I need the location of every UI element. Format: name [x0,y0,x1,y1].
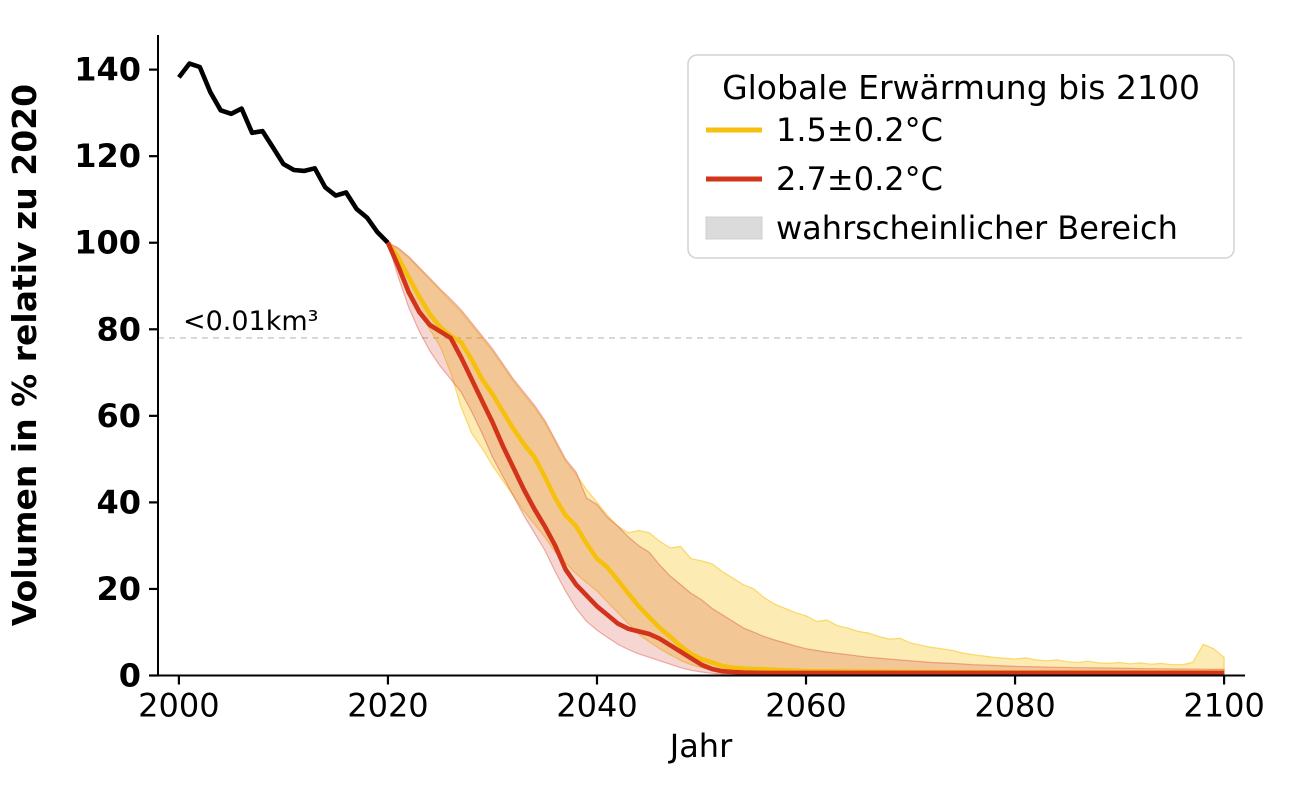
legend-swatch-range [705,216,763,240]
x-tick-label: 2000 [138,687,219,725]
uncertainty-band-1-5c [387,242,1225,675]
y-tick-label: 80 [96,310,141,348]
y-tick-label: 100 [74,224,141,262]
legend-title: Globale Erwärmung bis 2100 [722,68,1200,107]
y-tick-label: 60 [96,397,141,435]
x-axis-label: Jahr [668,727,733,765]
legend-item-label-range: wahrscheinlicher Bereich [776,209,1178,247]
y-tick-label: 0 [119,657,141,695]
series-line-historical [177,61,390,245]
threshold-label: <0.01km³ [183,306,319,337]
x-tick-label: 2080 [974,687,1055,725]
uncertainty-band-2-7c [387,242,1225,676]
y-tick-label: 120 [74,137,141,175]
series-line-2-7c [385,241,1225,676]
legend-box [687,54,1235,259]
legend: Globale Erwärmung bis 2100 1.5±0.2°C 2.7… [687,54,1235,259]
series-line-1-5c [386,241,1225,675]
axes: 2000 2020 2040 2060 2080 21000204060801001201… [74,35,1265,725]
x-tick-label: 2100 [1183,687,1264,725]
y-tick-label: 140 [74,51,141,89]
uncertainty-bands [387,242,1225,676]
series-lines [177,61,1225,676]
y-tick-label: 40 [96,483,141,521]
legend-item-label-1-5c: 1.5±0.2°C [776,111,943,149]
x-tick-label: 2040 [556,687,637,725]
legend-item-label-2-7c: 2.7±0.2°C [776,160,943,198]
x-tick-label: 2060 [765,687,846,725]
y-tick-label: 20 [96,570,141,608]
x-tick-label: 2020 [347,687,428,725]
y-axis-label: Volumen in % relativ zu 2020 [5,84,44,626]
